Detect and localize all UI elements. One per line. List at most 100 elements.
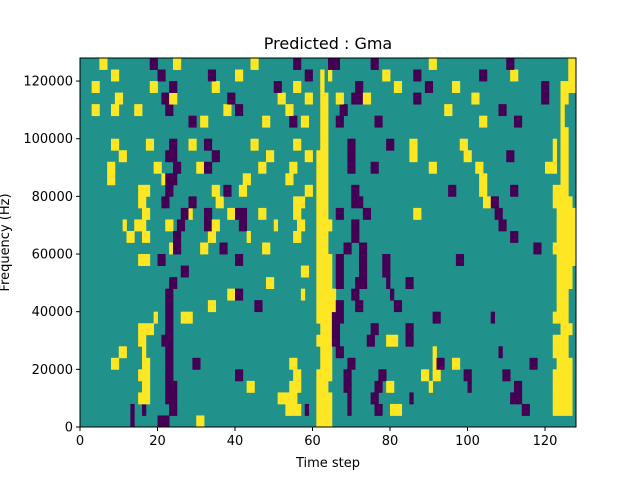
heatmap-cell-high	[258, 161, 263, 174]
heatmap-cell-low	[432, 311, 437, 324]
heatmap-cell-high	[568, 265, 573, 278]
heatmap-cell-high	[188, 138, 193, 151]
heatmap-cell-low	[463, 369, 468, 382]
heatmap-cell-low	[169, 173, 174, 186]
heatmap-cell-high	[324, 230, 329, 243]
heatmap-cell-high	[560, 184, 565, 197]
heatmap-cell-low	[355, 288, 360, 301]
heatmap-cell-high	[556, 277, 561, 290]
heatmap-cell-low	[366, 207, 372, 220]
heatmap-cell-low	[355, 92, 360, 105]
heatmap-cell-high	[266, 150, 271, 163]
heatmap-cell-low	[219, 242, 224, 255]
heatmap-cell-low	[161, 415, 166, 428]
heatmap-cell-high	[560, 369, 565, 382]
heatmap-cell-high	[157, 161, 162, 174]
heatmap-cell-high	[560, 138, 565, 151]
heatmap-cell-low	[359, 242, 364, 255]
heatmap-cell-high	[138, 392, 143, 405]
heatmap-cell-high	[293, 138, 298, 151]
heatmap-cell-high	[316, 219, 321, 232]
heatmap-cell-low	[498, 104, 503, 117]
heatmap-cell-high	[142, 207, 147, 220]
heatmap-cell-low	[409, 323, 414, 336]
heatmap-cell-high	[432, 161, 437, 174]
heatmap-cell-high	[324, 242, 329, 255]
heatmap-cell-low	[502, 104, 507, 117]
heatmap-cell-high	[316, 288, 321, 301]
heatmap-cell-low	[359, 81, 364, 93]
heatmap-cell-high	[297, 219, 302, 232]
heatmap-cell-high	[564, 138, 569, 151]
heatmap-cell-high	[242, 184, 248, 197]
heatmap-cell-high	[324, 415, 329, 428]
heatmap-cell-high	[176, 58, 182, 70]
heatmap-cell-low	[428, 81, 434, 93]
heatmap-cell-low	[235, 104, 240, 117]
heatmap-cell-low	[498, 346, 503, 359]
heatmap-cell-low	[455, 254, 461, 266]
heatmap-cell-low	[355, 81, 360, 93]
heatmap-cell-high	[300, 115, 306, 128]
heatmap-cell-high	[564, 300, 569, 313]
heatmap-cell-high	[568, 81, 573, 93]
heatmap-cell-high	[111, 161, 116, 174]
heatmap-cell-high	[122, 346, 127, 359]
heatmap-cell-low	[541, 92, 546, 105]
heatmap-cell-low	[339, 300, 344, 313]
heatmap-cell-low	[362, 277, 368, 290]
heatmap-cell-high	[568, 219, 573, 232]
heatmap-cell-high	[413, 207, 418, 220]
heatmap-cell-low	[514, 380, 519, 393]
heatmap-cell-high	[560, 288, 565, 301]
heatmap-cell-high	[111, 69, 116, 82]
heatmap-cell-high	[184, 311, 189, 324]
heatmap-cell-high	[452, 357, 457, 370]
heatmap-cell-low	[207, 138, 213, 151]
heatmap-cell-high	[281, 392, 286, 405]
heatmap-cell-high	[556, 334, 561, 347]
heatmap-cell-high	[339, 92, 344, 105]
heatmap-cell-high	[134, 104, 139, 117]
heatmap-cell-high	[393, 334, 399, 347]
heatmap-cell-low	[165, 323, 170, 336]
heatmap-cell-low	[211, 150, 217, 163]
heatmap-cell-high	[572, 81, 577, 93]
heatmap-cell-low	[351, 150, 356, 163]
heatmap-cell-high	[215, 219, 220, 232]
heatmap-cell-low	[347, 138, 352, 151]
heatmap-cell-high	[417, 207, 422, 220]
heatmap-cell-high	[145, 392, 151, 405]
y-tick-label: 100000	[23, 132, 73, 147]
heatmap-cell-low	[142, 403, 147, 416]
heatmap-cell-high	[432, 346, 437, 359]
heatmap-cell-high	[153, 81, 158, 93]
heatmap-cell-high	[428, 58, 434, 70]
heatmap-cell-low	[347, 369, 352, 382]
heatmap-cell-low	[506, 150, 511, 163]
heatmap-cell-high	[308, 92, 313, 105]
heatmap-cell-low	[207, 161, 213, 174]
heatmap-cell-high	[227, 288, 232, 301]
heatmap-cell-low	[351, 196, 356, 209]
heatmap-cell-low	[440, 357, 445, 370]
heatmap-cell-high	[138, 323, 143, 336]
heatmap-cell-high	[324, 403, 329, 416]
heatmap-cell-high	[165, 219, 170, 232]
heatmap-cell-high	[320, 311, 325, 324]
heatmap-cell-low	[378, 369, 383, 382]
heatmap-cell-high	[560, 150, 565, 163]
heatmap-cell-high	[142, 219, 147, 232]
heatmap-cell-low	[165, 415, 170, 428]
plot-frame	[79, 57, 577, 428]
heatmap-cell-high	[564, 346, 569, 359]
heatmap-cell-high	[328, 69, 333, 82]
heatmap-cell-high	[556, 230, 561, 243]
heatmap-cell-high	[196, 161, 201, 174]
heatmap-cell-high	[242, 173, 248, 186]
heatmap-cell-high	[328, 254, 333, 266]
heatmap-cell-low	[169, 311, 174, 324]
heatmap-cell-low	[173, 138, 178, 151]
heatmap-cell-high	[316, 403, 321, 416]
